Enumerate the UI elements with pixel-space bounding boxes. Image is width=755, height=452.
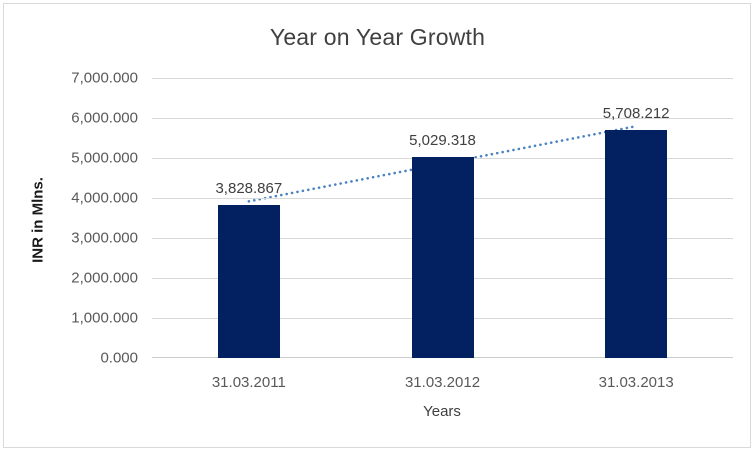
plot-area: 3,828.867 5,029.318 5,708.212 xyxy=(152,78,733,358)
bar xyxy=(605,129,668,358)
y-tick-label: 5,000.000 xyxy=(71,149,138,167)
bar xyxy=(217,204,280,358)
bar-value-label: 5,708.212 xyxy=(602,104,670,122)
y-axis-tick-labels: 0.000 1,000.000 2,000.000 3,000.000 4,000.00… xyxy=(0,70,138,367)
bar-value-label: 3,828.867 xyxy=(215,179,283,197)
bar-value-label: 5,029.318 xyxy=(409,131,476,149)
y-tick-label: 3,000.000 xyxy=(71,229,138,247)
gridline xyxy=(152,78,733,79)
x-tick-label: 31.03.2012 xyxy=(404,374,481,391)
bar xyxy=(411,156,474,358)
y-tick-label: 2,000.000 xyxy=(71,269,138,287)
y-tick-label: 0.000 xyxy=(100,349,138,367)
y-tick-label: 6,000.000 xyxy=(71,109,138,127)
y-tick-label: 4,000.000 xyxy=(71,189,138,207)
chart-title: Year on Year Growth xyxy=(269,24,486,50)
gridline xyxy=(152,118,733,119)
y-tick-label: 1,000.000 xyxy=(71,309,138,327)
x-axis-title: Years xyxy=(423,403,461,420)
y-tick-label: 7,000.000 xyxy=(71,69,138,87)
x-tick-label: 31.03.2013 xyxy=(598,374,674,391)
x-tick-label: 31.03.2011 xyxy=(211,374,286,391)
x-axis-tick-labels: 31.03.2011 31.03.2012 31.03.2013 xyxy=(152,374,733,396)
